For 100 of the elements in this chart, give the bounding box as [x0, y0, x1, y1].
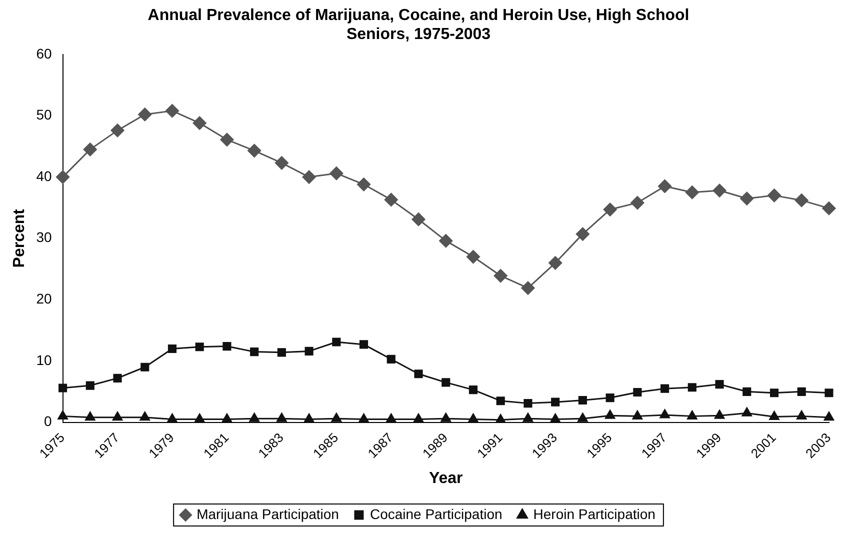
point: [110, 124, 124, 138]
point: [165, 104, 179, 118]
point: [548, 256, 562, 270]
point: [58, 384, 68, 392]
point: [715, 380, 724, 389]
point: [222, 342, 232, 351]
point: [195, 342, 204, 352]
point: [85, 412, 96, 421]
point: [304, 414, 314, 422]
legend-label: Marijuana Participation: [196, 506, 339, 522]
point: [249, 412, 260, 422]
y-tick-label: 0: [44, 413, 52, 430]
y-tick-label: 50: [36, 106, 52, 123]
point: [685, 186, 699, 200]
point: [466, 250, 480, 264]
point: [332, 338, 341, 346]
point: [112, 412, 123, 421]
point: [168, 344, 177, 354]
point: [521, 281, 535, 295]
point: [633, 388, 642, 397]
point: [822, 202, 836, 216]
point: [220, 132, 234, 146]
point: [192, 116, 206, 130]
point: [576, 227, 590, 241]
point: [386, 414, 396, 422]
y-tick-label: 10: [36, 352, 52, 368]
point: [222, 414, 232, 422]
point: [524, 399, 532, 408]
point: [250, 348, 259, 356]
point: [796, 410, 807, 420]
point: [496, 396, 505, 406]
point: [794, 194, 808, 208]
point: [194, 414, 205, 422]
point: [274, 156, 288, 170]
point: [550, 414, 560, 422]
point: [630, 196, 644, 210]
point: [551, 398, 560, 406]
point: [740, 192, 754, 206]
legend-label: Heroin Participation: [533, 506, 656, 522]
point: [742, 407, 752, 416]
point: [742, 387, 752, 396]
point: [302, 170, 316, 184]
point: [824, 412, 834, 421]
point: [440, 412, 451, 422]
point: [770, 388, 779, 398]
point: [86, 381, 94, 390]
point: [468, 414, 478, 422]
point: [113, 374, 122, 382]
y-axis-title: Percent: [11, 208, 28, 268]
point: [714, 410, 725, 419]
point: [660, 409, 670, 418]
point: [496, 414, 506, 422]
legend-label: Cocaine Participation: [370, 506, 502, 522]
point: [140, 412, 150, 421]
point: [56, 170, 70, 184]
point: [359, 340, 368, 349]
point: [442, 378, 450, 387]
point: [767, 188, 781, 202]
chart-title: Annual Prevalence of Marijuana, Cocaine, and Heroin Use, High School Seniors, 1975-2003: [148, 7, 690, 44]
point: [632, 410, 642, 420]
x-axis-title: Year: [428, 470, 463, 487]
point: [687, 410, 698, 420]
point: [277, 348, 286, 357]
point: [58, 410, 68, 420]
point: [604, 410, 616, 419]
point: [769, 411, 780, 420]
point: [384, 192, 398, 206]
y-tick-label: 40: [36, 168, 52, 184]
point: [688, 383, 696, 392]
point: [468, 386, 478, 394]
point: [412, 212, 426, 226]
y-tick-label: 30: [36, 229, 52, 246]
point: [83, 142, 97, 156]
point: [660, 384, 670, 393]
point: [414, 370, 423, 378]
point: [276, 412, 287, 422]
point: [824, 388, 834, 398]
point: [522, 412, 534, 422]
point: [358, 414, 369, 422]
point: [248, 144, 262, 158]
point: [167, 414, 178, 422]
point: [330, 166, 344, 180]
point: [658, 179, 672, 193]
point: [606, 394, 614, 402]
point: [304, 346, 314, 356]
point: [578, 396, 587, 405]
point: [712, 184, 726, 198]
point: [603, 202, 617, 216]
point: [797, 387, 806, 396]
point: [494, 269, 508, 283]
point: [386, 354, 396, 364]
y-tick-label: 60: [36, 45, 52, 62]
y-tick-label: 20: [36, 290, 52, 307]
point: [439, 234, 453, 248]
point: [413, 414, 424, 422]
point: [357, 178, 371, 192]
point: [578, 412, 588, 422]
point: [331, 412, 342, 422]
point: [140, 362, 150, 372]
point: [138, 108, 152, 122]
